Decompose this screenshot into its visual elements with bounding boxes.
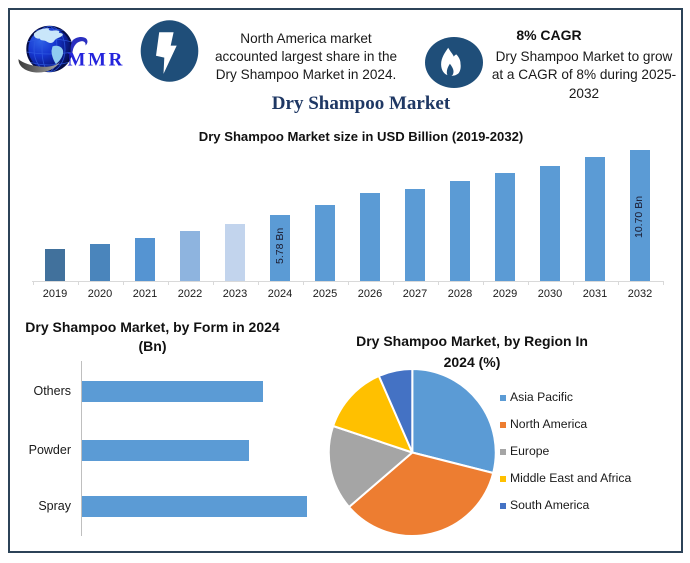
svg-text:MMR: MMR — [68, 49, 125, 70]
